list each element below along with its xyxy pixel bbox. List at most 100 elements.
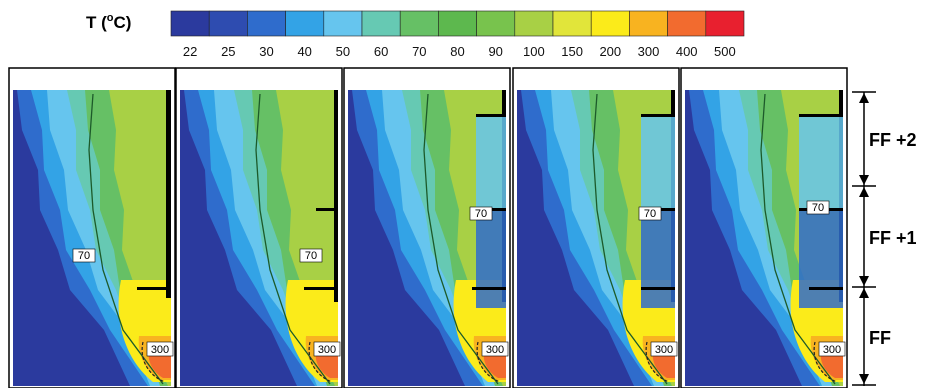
contour-label-70: 70 [72, 248, 96, 263]
facade-temperature-panels: 70 300 70 300 70 300 70 300 70 300 [8, 67, 848, 388]
upper-floor-room [641, 114, 675, 208]
temperature-legend: T (oC) 22 25 30 40 50 60 70 80 90 100 150 200 300 400… [86, 10, 745, 59]
contour-label-300: 300 [313, 341, 341, 357]
svg-text:70: 70 [305, 250, 317, 262]
svg-text:300: 300 [318, 344, 336, 356]
legend-tick-label: 300 [638, 44, 660, 59]
legend-tick-label: 400 [676, 44, 698, 59]
legend-swatch [705, 10, 745, 37]
contour-300 [813, 341, 838, 383]
floor-label-ff-plus-2: FF +2 [869, 130, 917, 150]
upper-floor-room [799, 114, 843, 208]
contour-label-70: 70 [806, 200, 830, 215]
legend-tick-label: 200 [599, 44, 621, 59]
legend-tick-label: 30 [259, 44, 273, 59]
legend-tick-label: 70 [412, 44, 426, 59]
hottest-zone [483, 350, 506, 378]
facade-panel: 70 300 [8, 67, 176, 388]
facade-panel: 70 300 [680, 67, 848, 388]
hottest-zone [148, 350, 171, 378]
legend-swatch [285, 10, 325, 37]
floor-slab [476, 114, 506, 117]
contour-label-300: 300 [650, 341, 678, 357]
contour-300 [308, 341, 333, 383]
svg-text:300: 300 [486, 344, 504, 356]
legend-swatch [476, 10, 516, 37]
contour-300 [645, 341, 670, 383]
upper-floor-room [641, 208, 675, 308]
arrow-down-icon [859, 374, 869, 384]
svg-text:70: 70 [812, 202, 824, 214]
legend-title: T (oC) [86, 12, 131, 32]
contour-label-300: 300 [146, 341, 174, 357]
facade-panel: 70 300 [175, 67, 343, 388]
upper-floor-room [476, 208, 506, 308]
legend-tick-labels: 22 25 30 40 50 60 70 80 90 100 150 200 300 400 500 [183, 44, 736, 59]
arrow-down-icon [859, 276, 869, 286]
legend-swatch [514, 10, 554, 37]
floor-slab [304, 287, 338, 290]
legend-swatch [361, 10, 401, 37]
contour-70 [423, 93, 499, 385]
contour-300 [141, 341, 166, 383]
contour-70 [592, 93, 668, 385]
legend-swatch [629, 10, 668, 37]
legend-swatch [247, 10, 286, 37]
svg-text:70: 70 [475, 208, 487, 220]
legend-swatch [590, 10, 630, 37]
floor-slab [809, 287, 843, 290]
legend-tick-label: 150 [561, 44, 583, 59]
facade-wall [166, 90, 171, 298]
hottest-zone [652, 350, 675, 378]
floor-slab [472, 287, 506, 290]
contour-70 [760, 93, 836, 385]
floor-slab [641, 114, 675, 117]
upper-floor-room [476, 114, 506, 208]
contour-300 [476, 341, 501, 383]
legend-tick-label: 80 [450, 44, 464, 59]
floor-scale: FF +2 FF +1 FF [852, 91, 917, 386]
legend-swatch [323, 10, 363, 37]
svg-text:70: 70 [644, 208, 656, 220]
legend-tick-label: 40 [297, 44, 311, 59]
svg-text:300: 300 [151, 344, 169, 356]
svg-text:300: 300 [655, 344, 673, 356]
legend-swatch [552, 10, 592, 37]
arrow-down-icon [859, 175, 869, 185]
legend-swatch [667, 10, 707, 37]
arrow-up-icon [859, 187, 869, 197]
contour-label-300: 300 [481, 341, 509, 357]
contour-label-300: 300 [818, 341, 846, 357]
floor-slab [137, 287, 171, 290]
legend-swatch [438, 10, 477, 37]
facade-panel: 70 300 [512, 67, 680, 388]
floor-label-ff-plus-1: FF +1 [869, 228, 917, 248]
contour-label-70: 70 [638, 206, 662, 221]
legend-tick-label: 25 [221, 44, 235, 59]
legend-tick-label: 50 [336, 44, 350, 59]
legend-tick-label: 500 [714, 44, 736, 59]
floor-slab [641, 287, 675, 290]
floor-label-ff: FF [869, 328, 891, 348]
legend-swatch [208, 10, 248, 37]
legend-swatch [399, 10, 439, 37]
legend-swatch [170, 10, 210, 37]
upper-floor-room [799, 208, 843, 308]
arrow-up-icon [859, 93, 869, 103]
contour-label-70: 70 [299, 248, 323, 263]
facade-panel: 70 300 [343, 67, 511, 388]
svg-text:70: 70 [78, 250, 90, 262]
contour-label-70: 70 [469, 206, 493, 221]
legend-tick-label: 90 [488, 44, 502, 59]
facade-wall [334, 90, 338, 302]
svg-text:300: 300 [823, 344, 841, 356]
arrow-up-icon [859, 288, 869, 298]
legend-tick-label: 22 [183, 44, 197, 59]
legend-tick-label: 100 [523, 44, 545, 59]
legend-swatches [170, 10, 745, 37]
floor-slab [316, 208, 338, 211]
contour-70 [255, 93, 331, 385]
legend-tick-label: 60 [374, 44, 388, 59]
contour-70 [88, 93, 164, 385]
